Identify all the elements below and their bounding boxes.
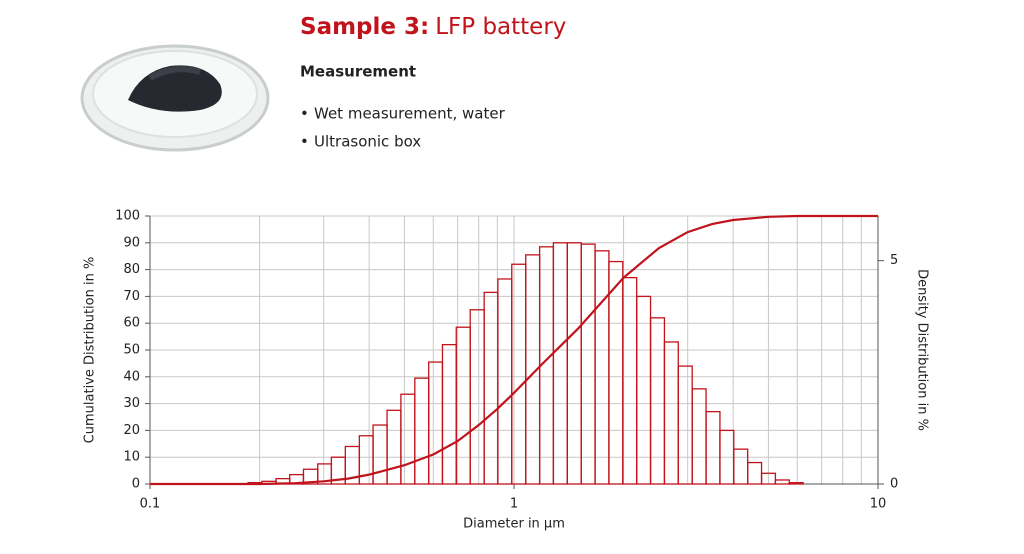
- title-bold: Sample 3:: [300, 14, 429, 40]
- histogram-bar: [469, 309, 485, 485]
- title: Sample 3: LFP battery: [300, 14, 566, 40]
- histogram-bar: [483, 291, 499, 485]
- histogram-bar: [636, 295, 652, 485]
- histogram-bar: [594, 250, 610, 485]
- y-tick-label: 30: [123, 396, 140, 411]
- y-tick-label: 70: [123, 289, 140, 304]
- histogram-bar: [400, 393, 416, 485]
- histogram-bar: [608, 260, 624, 485]
- x-tick-label: 10: [870, 497, 887, 512]
- y-tick-label: 0: [132, 477, 140, 492]
- x-tick-label: 1: [510, 497, 518, 512]
- x-tick-label: 0.1: [140, 497, 161, 512]
- histogram-bar: [774, 479, 790, 485]
- histogram-bar: [455, 326, 471, 485]
- y-tick-label: 10: [123, 450, 140, 465]
- y2-axis-label: Density Distribution in %: [915, 269, 930, 431]
- bullet: Wet measurement, water: [314, 105, 506, 123]
- histogram-bar: [733, 448, 749, 485]
- y-tick-label: 100: [115, 209, 140, 224]
- histogram-bar: [677, 365, 693, 485]
- histogram-bar: [760, 472, 777, 485]
- bullet-dot: •: [300, 105, 309, 123]
- histogram-bar: [552, 242, 568, 485]
- histogram-bar: [580, 243, 596, 485]
- y-tick-label: 40: [123, 369, 140, 384]
- x-axis-label: Diameter in µm: [463, 517, 565, 532]
- histogram-bar: [663, 341, 679, 485]
- histogram-bar: [414, 377, 430, 485]
- histogram-bar: [441, 343, 457, 485]
- cumulative-line: [150, 214, 878, 486]
- bullet-dot: •: [300, 133, 309, 151]
- histogram-bar: [372, 424, 388, 485]
- sample-photo: [80, 44, 270, 152]
- histogram-bar: [747, 461, 763, 485]
- y-tick-label: 80: [123, 262, 140, 277]
- histogram-bar: [622, 276, 638, 485]
- y2-tick-label: 5: [890, 253, 898, 268]
- subtitle: Measurement: [300, 63, 416, 81]
- y-axis-label: Cumulative Distribution in %: [83, 257, 98, 444]
- histogram-bar: [428, 361, 444, 485]
- histogram-bar: [566, 242, 582, 485]
- y-tick-label: 60: [123, 316, 140, 331]
- histogram-bar: [497, 278, 513, 485]
- histogram-bar: [386, 409, 402, 485]
- histogram-bar: [649, 317, 666, 485]
- title-rest: LFP battery: [435, 14, 566, 40]
- bullet: Ultrasonic box: [314, 133, 421, 151]
- y-tick-label: 90: [123, 235, 140, 250]
- y-tick-label: 50: [123, 343, 140, 358]
- histogram-bar: [788, 482, 804, 485]
- y2-tick-label: 0: [890, 477, 898, 492]
- histogram-bar: [705, 410, 721, 485]
- y-tick-label: 20: [123, 423, 140, 438]
